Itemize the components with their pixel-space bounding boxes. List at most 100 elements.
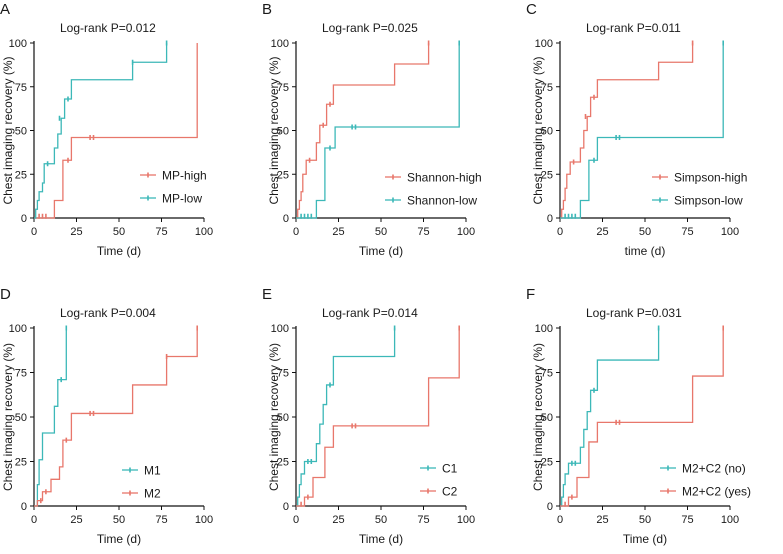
km-step-line [560,43,724,219]
x-axis-label: Time (d) [97,244,141,258]
legend-label: C2 [442,485,458,499]
x-tick-label: 75 [155,514,167,526]
x-tick-label: 25 [596,514,608,526]
x-tick-label: 50 [375,226,387,238]
y-tick-label: 25 [15,457,27,469]
x-axis-label: time (d) [625,244,666,258]
x-tick-label: 0 [293,514,299,526]
km-step-line [296,43,460,219]
km-step-line [296,43,430,219]
y-tick-label: 75 [15,368,27,380]
x-tick-label: 0 [31,226,37,238]
km-step-line [34,328,67,507]
x-tick-label: 0 [557,514,563,526]
km-series-1 [34,40,168,219]
km-series-0 [296,40,430,219]
legend-label: M2+C2 (yes) [682,485,751,499]
km-step-line [296,328,396,507]
km-series-1 [296,325,461,507]
y-axis-label: Chest imaging recovery (%) [531,56,545,204]
km-step-line [560,43,694,219]
y-tick-label: 50 [277,126,289,138]
panel-e: E Log-rank P=0.014 0 25 50 75 100 0 25 50 75 100 Tim… [262,286,475,546]
panel-label: A [0,1,10,18]
km-step-line [34,43,198,219]
x-tick-label: 100 [721,226,739,238]
km-step-line [560,328,724,507]
x-tick-label: 75 [681,226,693,238]
y-tick-label: 100 [535,323,553,335]
x-tick-label: 100 [457,226,475,238]
legend-label: Simpson-low [674,194,743,208]
y-tick-label: 25 [541,169,553,181]
pvalue-label: Log-rank P=0.031 [586,306,682,320]
km-series-1 [296,40,461,219]
km-series-0 [34,325,68,507]
km-series-0 [34,43,198,219]
y-tick-label: 0 [283,213,289,225]
km-series-0 [560,40,694,219]
panel-label: D [0,286,11,303]
km-series-0 [560,325,660,507]
x-tick-label: 100 [195,226,213,238]
x-axis-label: Time (d) [623,532,667,546]
legend-label: Shannon-low [407,194,477,208]
y-tick-label: 100 [9,323,27,335]
km-series-0 [296,325,396,507]
y-axis-label: Chest imaging recovery (%) [1,56,15,204]
x-tick-label: 75 [417,514,429,526]
y-tick-label: 25 [15,169,27,181]
x-tick-label: 25 [70,514,82,526]
km-series-1 [34,325,198,507]
y-tick-label: 0 [547,213,553,225]
x-tick-label: 50 [113,514,125,526]
y-tick-label: 0 [21,213,27,225]
panel-label: B [262,1,272,18]
y-tick-label: 75 [541,368,553,380]
pvalue-label: Log-rank P=0.011 [586,21,681,35]
x-tick-label: 100 [195,514,213,526]
y-tick-label: 0 [547,501,553,513]
panel-d: D Log-rank P=0.004 0 25 50 75 100 0 25 50 75 100 Tim… [0,286,213,546]
pvalue-label: Log-rank P=0.004 [60,306,156,320]
pvalue-label: Log-rank P=0.025 [322,21,418,35]
x-tick-label: 25 [332,226,344,238]
pvalue-label: Log-rank P=0.012 [60,21,156,35]
legend-label: MP-high [162,169,207,183]
km-series-1 [560,325,725,507]
x-tick-label: 0 [557,226,563,238]
panel-label: E [262,286,272,303]
y-tick-label: 75 [277,82,289,94]
y-axis-label: Chest imaging recovery (%) [531,343,545,491]
y-tick-label: 50 [541,126,553,138]
x-tick-label: 25 [332,514,344,526]
x-axis-label: Time (d) [97,532,141,546]
panel-f: F Log-rank P=0.031 0 25 50 75 100 0 25 50 75 100 Tim… [526,286,751,546]
y-tick-label: 0 [283,501,289,513]
x-tick-label: 75 [417,226,429,238]
y-tick-label: 25 [277,457,289,469]
y-tick-label: 25 [541,457,553,469]
x-tick-label: 75 [155,226,167,238]
y-tick-label: 0 [21,501,27,513]
panel-a: A Log-rank P=0.012 0 25 50 75 100 0 25 50 75 100 Tim… [0,1,213,258]
y-axis-label: Chest imaging recovery (%) [1,343,15,491]
x-tick-label: 50 [639,226,651,238]
y-tick-label: 25 [277,169,289,181]
y-tick-label: 100 [9,38,27,50]
x-tick-label: 75 [681,514,693,526]
km-step-line [34,43,168,219]
y-tick-label: 50 [541,412,553,424]
legend-label: C1 [442,462,458,476]
legend-label: M1 [144,464,161,478]
x-tick-label: 100 [457,514,475,526]
legend-label: M2+C2 (no) [682,462,746,476]
x-tick-label: 25 [70,226,82,238]
y-tick-label: 100 [271,38,289,50]
y-tick-label: 75 [15,82,27,94]
y-tick-label: 75 [541,82,553,94]
legend-label: MP-low [162,192,202,206]
panel-label: F [526,286,535,303]
panel-b: B Log-rank P=0.025 0 25 50 75 100 0 25 50 75 100 Tim… [262,1,482,258]
